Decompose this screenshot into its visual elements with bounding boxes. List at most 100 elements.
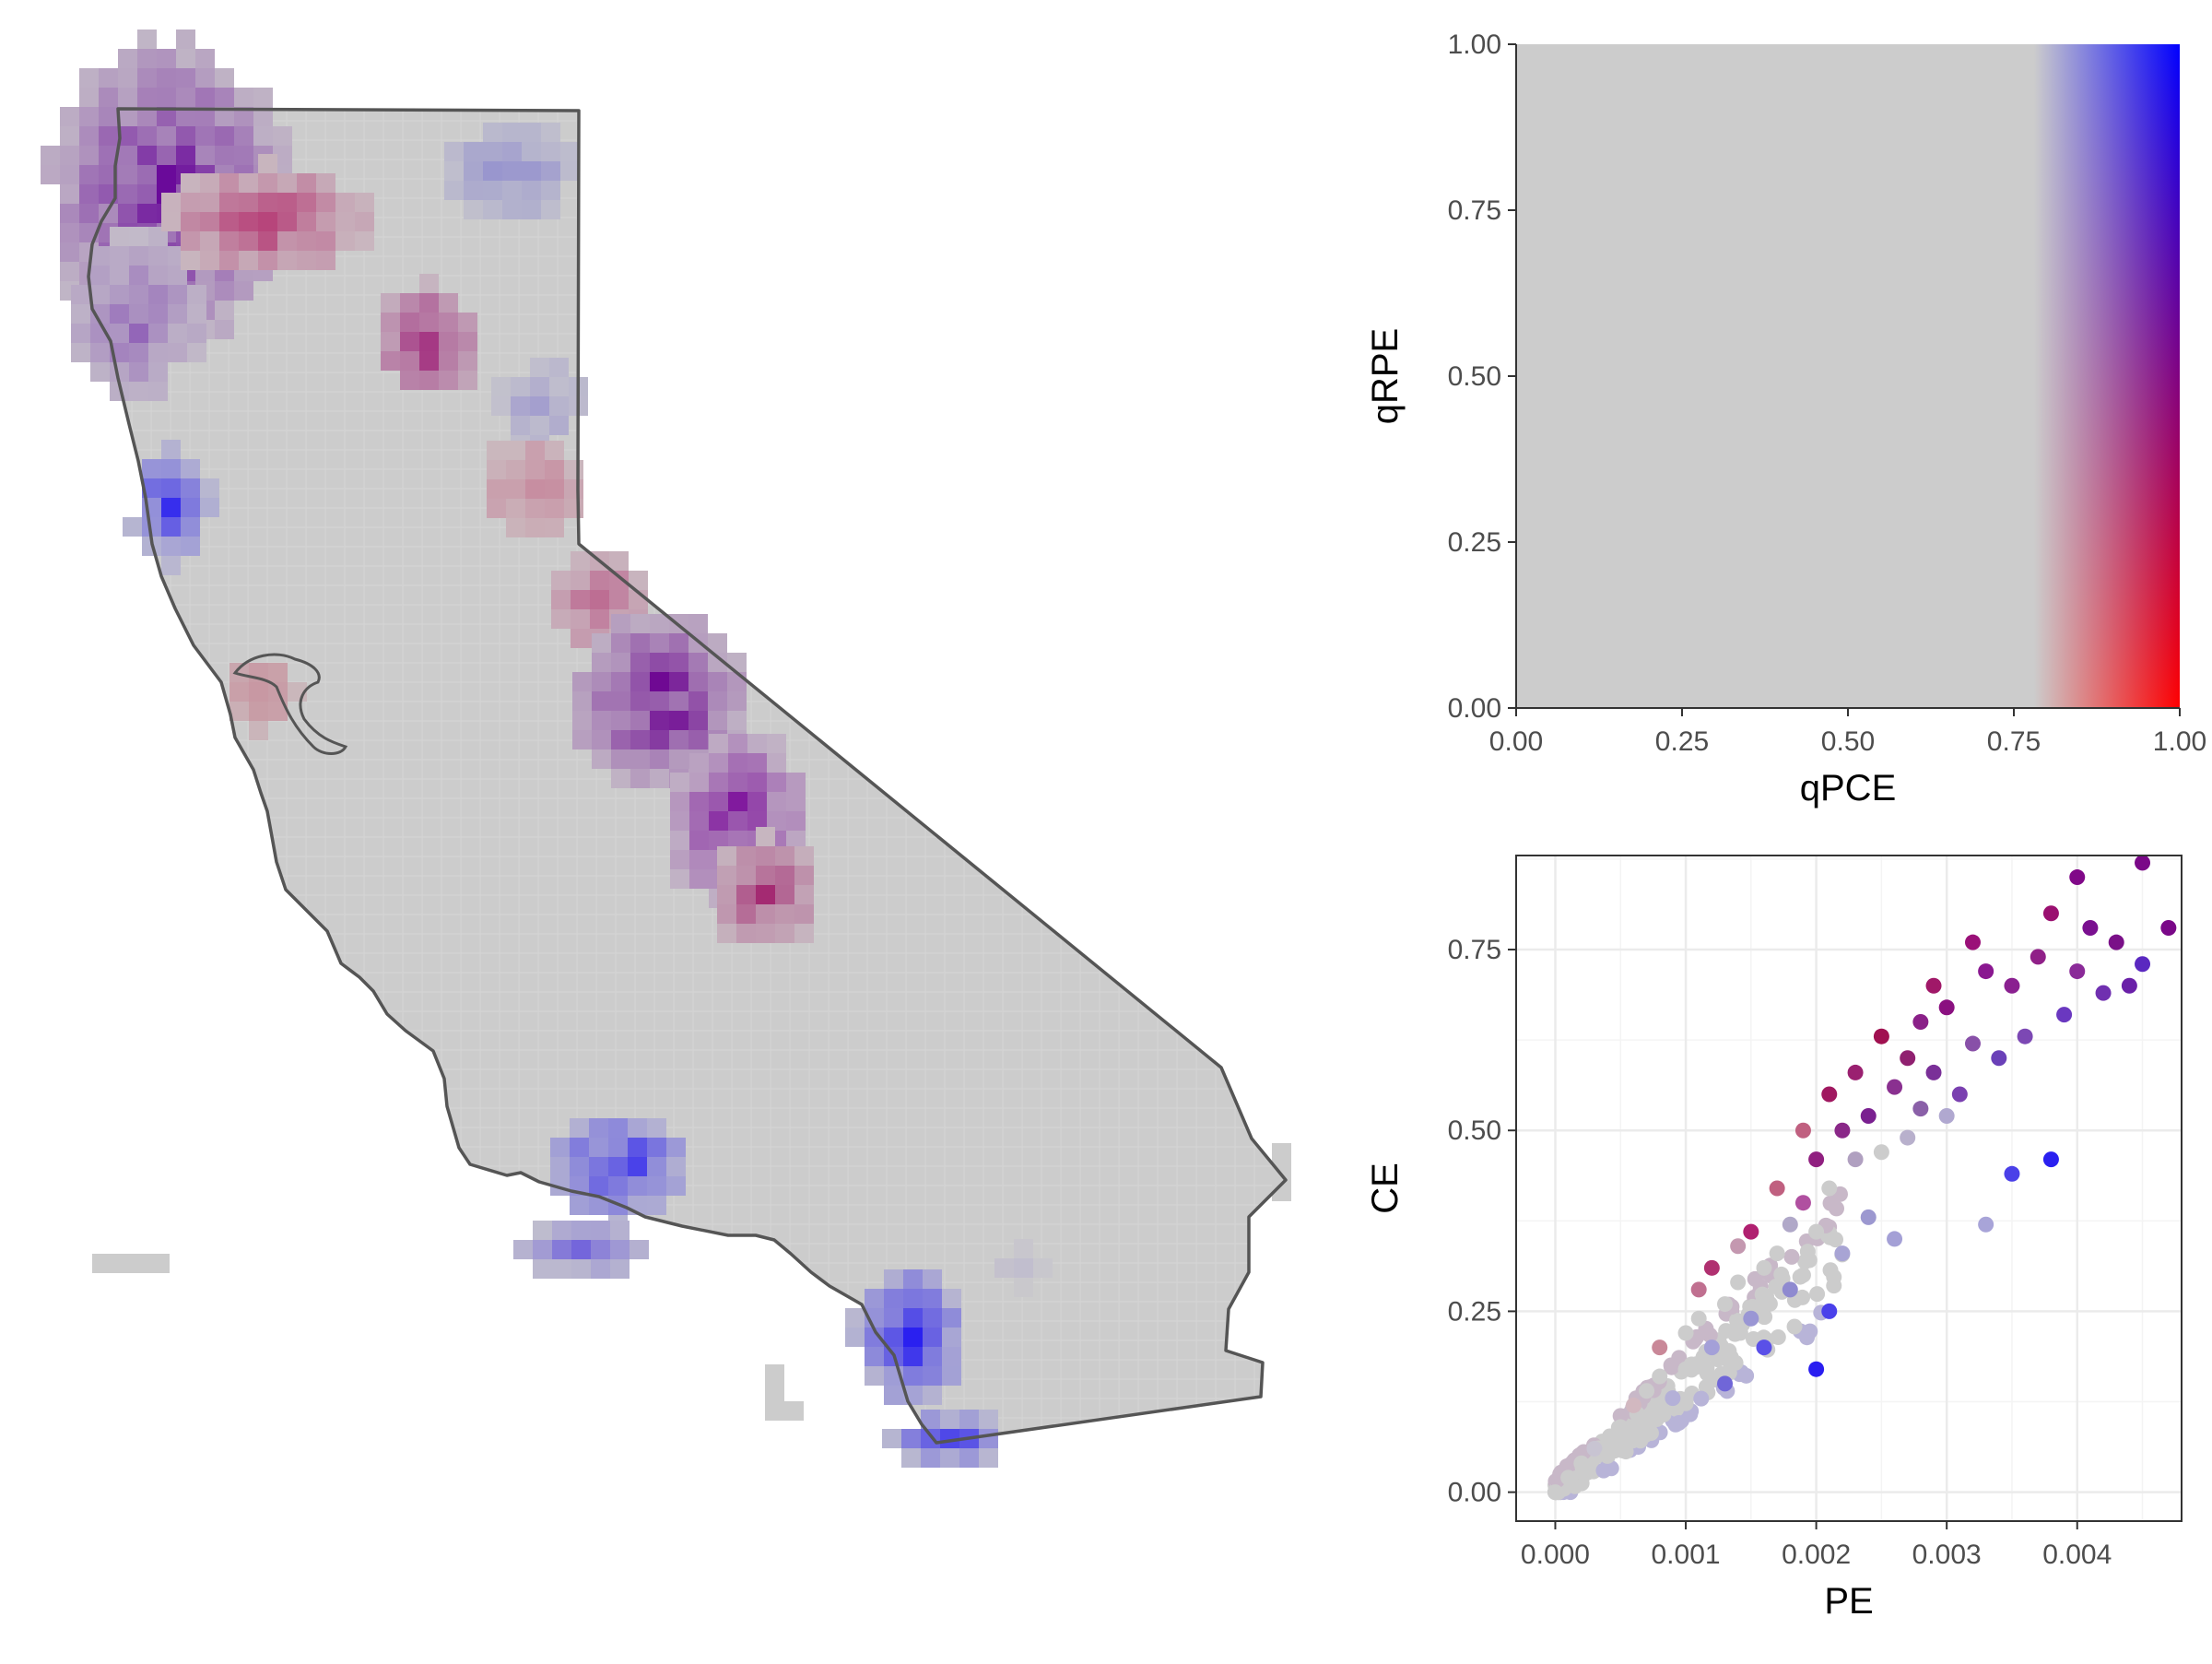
scatter-point [1978, 963, 1994, 980]
map-cell [439, 371, 458, 390]
map-cell [728, 831, 747, 850]
map-cell [219, 251, 239, 270]
map-cell [747, 734, 767, 753]
map-cell [200, 251, 219, 270]
mendocino-cluster [123, 440, 219, 575]
map-cell [502, 142, 522, 161]
map-cell [506, 499, 525, 518]
map-cell [736, 885, 756, 904]
map-cell [709, 831, 728, 850]
map-cell [181, 459, 200, 478]
map-cell [525, 441, 545, 460]
map-cell [525, 499, 545, 518]
scatter-point [1794, 1122, 1811, 1139]
map-cell [1014, 1278, 1033, 1297]
map-cell [60, 184, 79, 204]
map-cell [530, 416, 549, 435]
map-cell [118, 68, 137, 88]
map-cell [60, 204, 79, 223]
scatter-point [1860, 1209, 1877, 1225]
map-cell [110, 285, 129, 304]
map-cell [647, 1138, 666, 1157]
scatter-point [1701, 1327, 1718, 1343]
map-cell [756, 827, 775, 846]
map-cell [765, 1364, 784, 1384]
map-cell [589, 1176, 608, 1196]
map-cell [444, 181, 464, 200]
map-cell [157, 165, 176, 184]
map-cell [765, 1384, 784, 1403]
scatter-point [1783, 1248, 1800, 1265]
map-cell [335, 231, 355, 251]
map-cell [41, 165, 60, 184]
map-cell [688, 730, 708, 749]
map-cell [942, 1347, 961, 1366]
map-cell [650, 749, 669, 769]
map-cell [355, 212, 374, 231]
scatter-point [1693, 1390, 1710, 1407]
map-cell [110, 324, 129, 343]
map-cell [530, 377, 549, 396]
scatter-point [1847, 1151, 1864, 1168]
scatter-point [1761, 1295, 1778, 1312]
map-cell [592, 749, 611, 769]
map-cell [491, 396, 511, 416]
map-cell [157, 68, 176, 88]
map-cell [923, 1386, 942, 1405]
scatter-point [2121, 977, 2137, 994]
map-cell [903, 1347, 923, 1366]
scatter-point [1612, 1408, 1629, 1424]
map-cell [79, 165, 99, 184]
map-cell [90, 343, 110, 362]
map-cell [200, 173, 219, 193]
map-cell [277, 251, 297, 270]
map-cell [903, 1366, 923, 1386]
map-cell [610, 1259, 629, 1279]
map-cell [571, 609, 590, 629]
map-cell [628, 1138, 647, 1157]
map-cell [533, 1259, 552, 1279]
legend-y-axis-title: qRPE [1365, 328, 1406, 425]
map-cell [142, 517, 161, 537]
map-cell [572, 711, 592, 730]
map-cell [541, 123, 560, 142]
map-cell [709, 773, 728, 792]
scatter-point [1991, 1050, 2007, 1067]
scatter-point [1887, 1079, 1903, 1095]
map-cell [728, 792, 747, 811]
map-cell [195, 88, 215, 107]
map-cell [708, 691, 727, 711]
map-cell [161, 537, 181, 556]
map-cell [845, 1308, 865, 1328]
scatter-x-tick-label: 0.004 [2042, 1540, 2112, 1570]
map-cell [736, 846, 756, 866]
scatter-point [1834, 1122, 1851, 1139]
scatter-point [1612, 1419, 1629, 1435]
sf-bay-outline [232, 653, 348, 755]
map-cell [688, 653, 708, 672]
map-cell [708, 711, 727, 730]
scatter-point [1964, 1035, 1981, 1052]
map-cell [630, 769, 650, 788]
map-cell [195, 68, 215, 88]
map-cell [775, 846, 794, 866]
map-cell [400, 371, 419, 390]
map-cell [200, 231, 219, 251]
map-cell [545, 518, 564, 537]
map-cell [297, 251, 316, 270]
map-cell [1033, 1258, 1053, 1278]
map-cell [611, 711, 630, 730]
map-cell [865, 1289, 884, 1308]
scatter-point [2082, 919, 2099, 936]
map-cell [444, 142, 464, 161]
map-cell [400, 351, 419, 371]
map-cell [650, 711, 669, 730]
map-cell [552, 1221, 571, 1240]
map-cell [522, 161, 541, 181]
map-cell [572, 691, 592, 711]
scatter-point [1782, 1216, 1798, 1233]
map-cell [506, 441, 525, 460]
map-cell [775, 904, 794, 924]
map-cell [884, 1269, 903, 1289]
